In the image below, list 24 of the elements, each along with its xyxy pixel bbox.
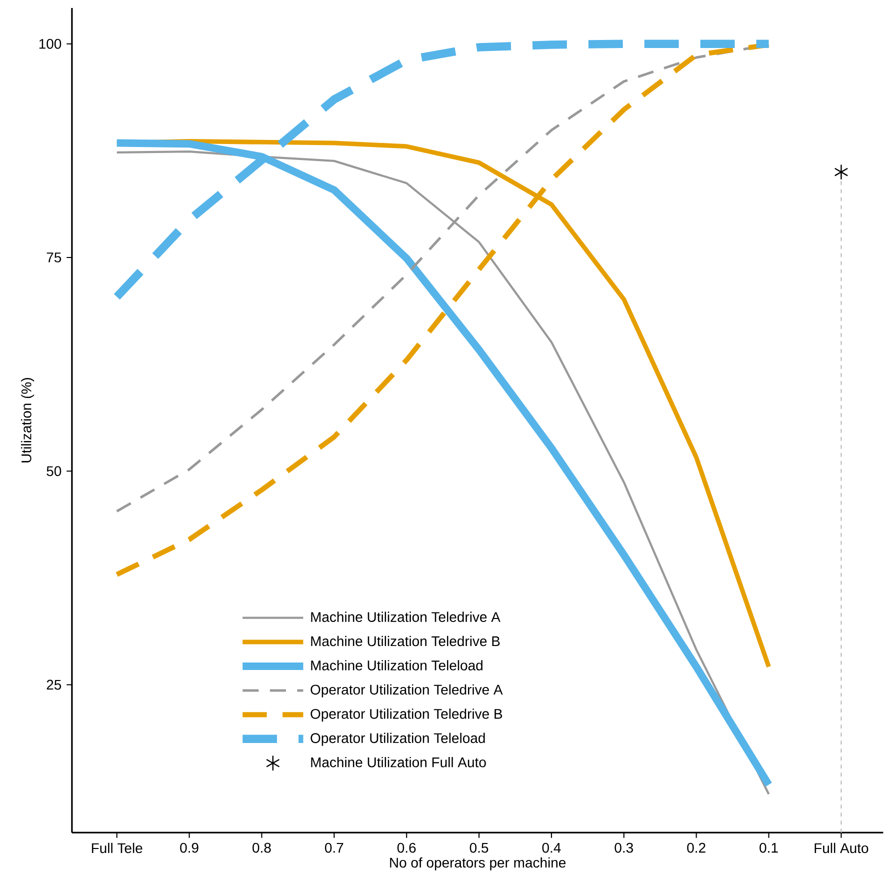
x-tick-label: Full Auto [814,842,868,854]
x-tick-label: 0.6 [397,842,416,853]
x-tick-label: 0.3 [614,842,633,853]
x-tick-label: 0.5 [470,842,488,853]
y-axis-title: Utilization (%) [21,378,34,462]
x-axis-title: No of operators per machine [390,857,566,870]
legend-label: Operator Utilization Teledrive B [310,708,502,722]
x-tick-label: 0.7 [324,842,344,853]
legend-label: Machine Utilization Teledrive B [311,636,500,646]
legend-label: Operator Utilization Teleload [310,732,485,746]
x-tick-label: 0.8 [252,842,271,853]
x-tick-label: 0.4 [542,842,561,853]
y-tick-label: 25 [46,680,62,690]
y-tick-label: 75 [46,252,62,262]
x-tick-label: 0.1 [760,842,778,853]
legend-label: Operator Utilization Teledrive A [310,684,503,698]
x-tick-label: 0.2 [687,842,706,853]
y-tick-label: 100 [39,38,62,49]
x-tick-label: 0.9 [180,842,198,853]
legend-label: Machine Utilization Teleload [311,660,482,670]
legend-label: Machine Utilization Teledrive A [311,612,500,622]
y-tick-label: 50 [46,466,62,476]
legend-label: Machine Utilization Full Auto [311,756,486,768]
x-tick-label: Full Tele [92,842,142,854]
